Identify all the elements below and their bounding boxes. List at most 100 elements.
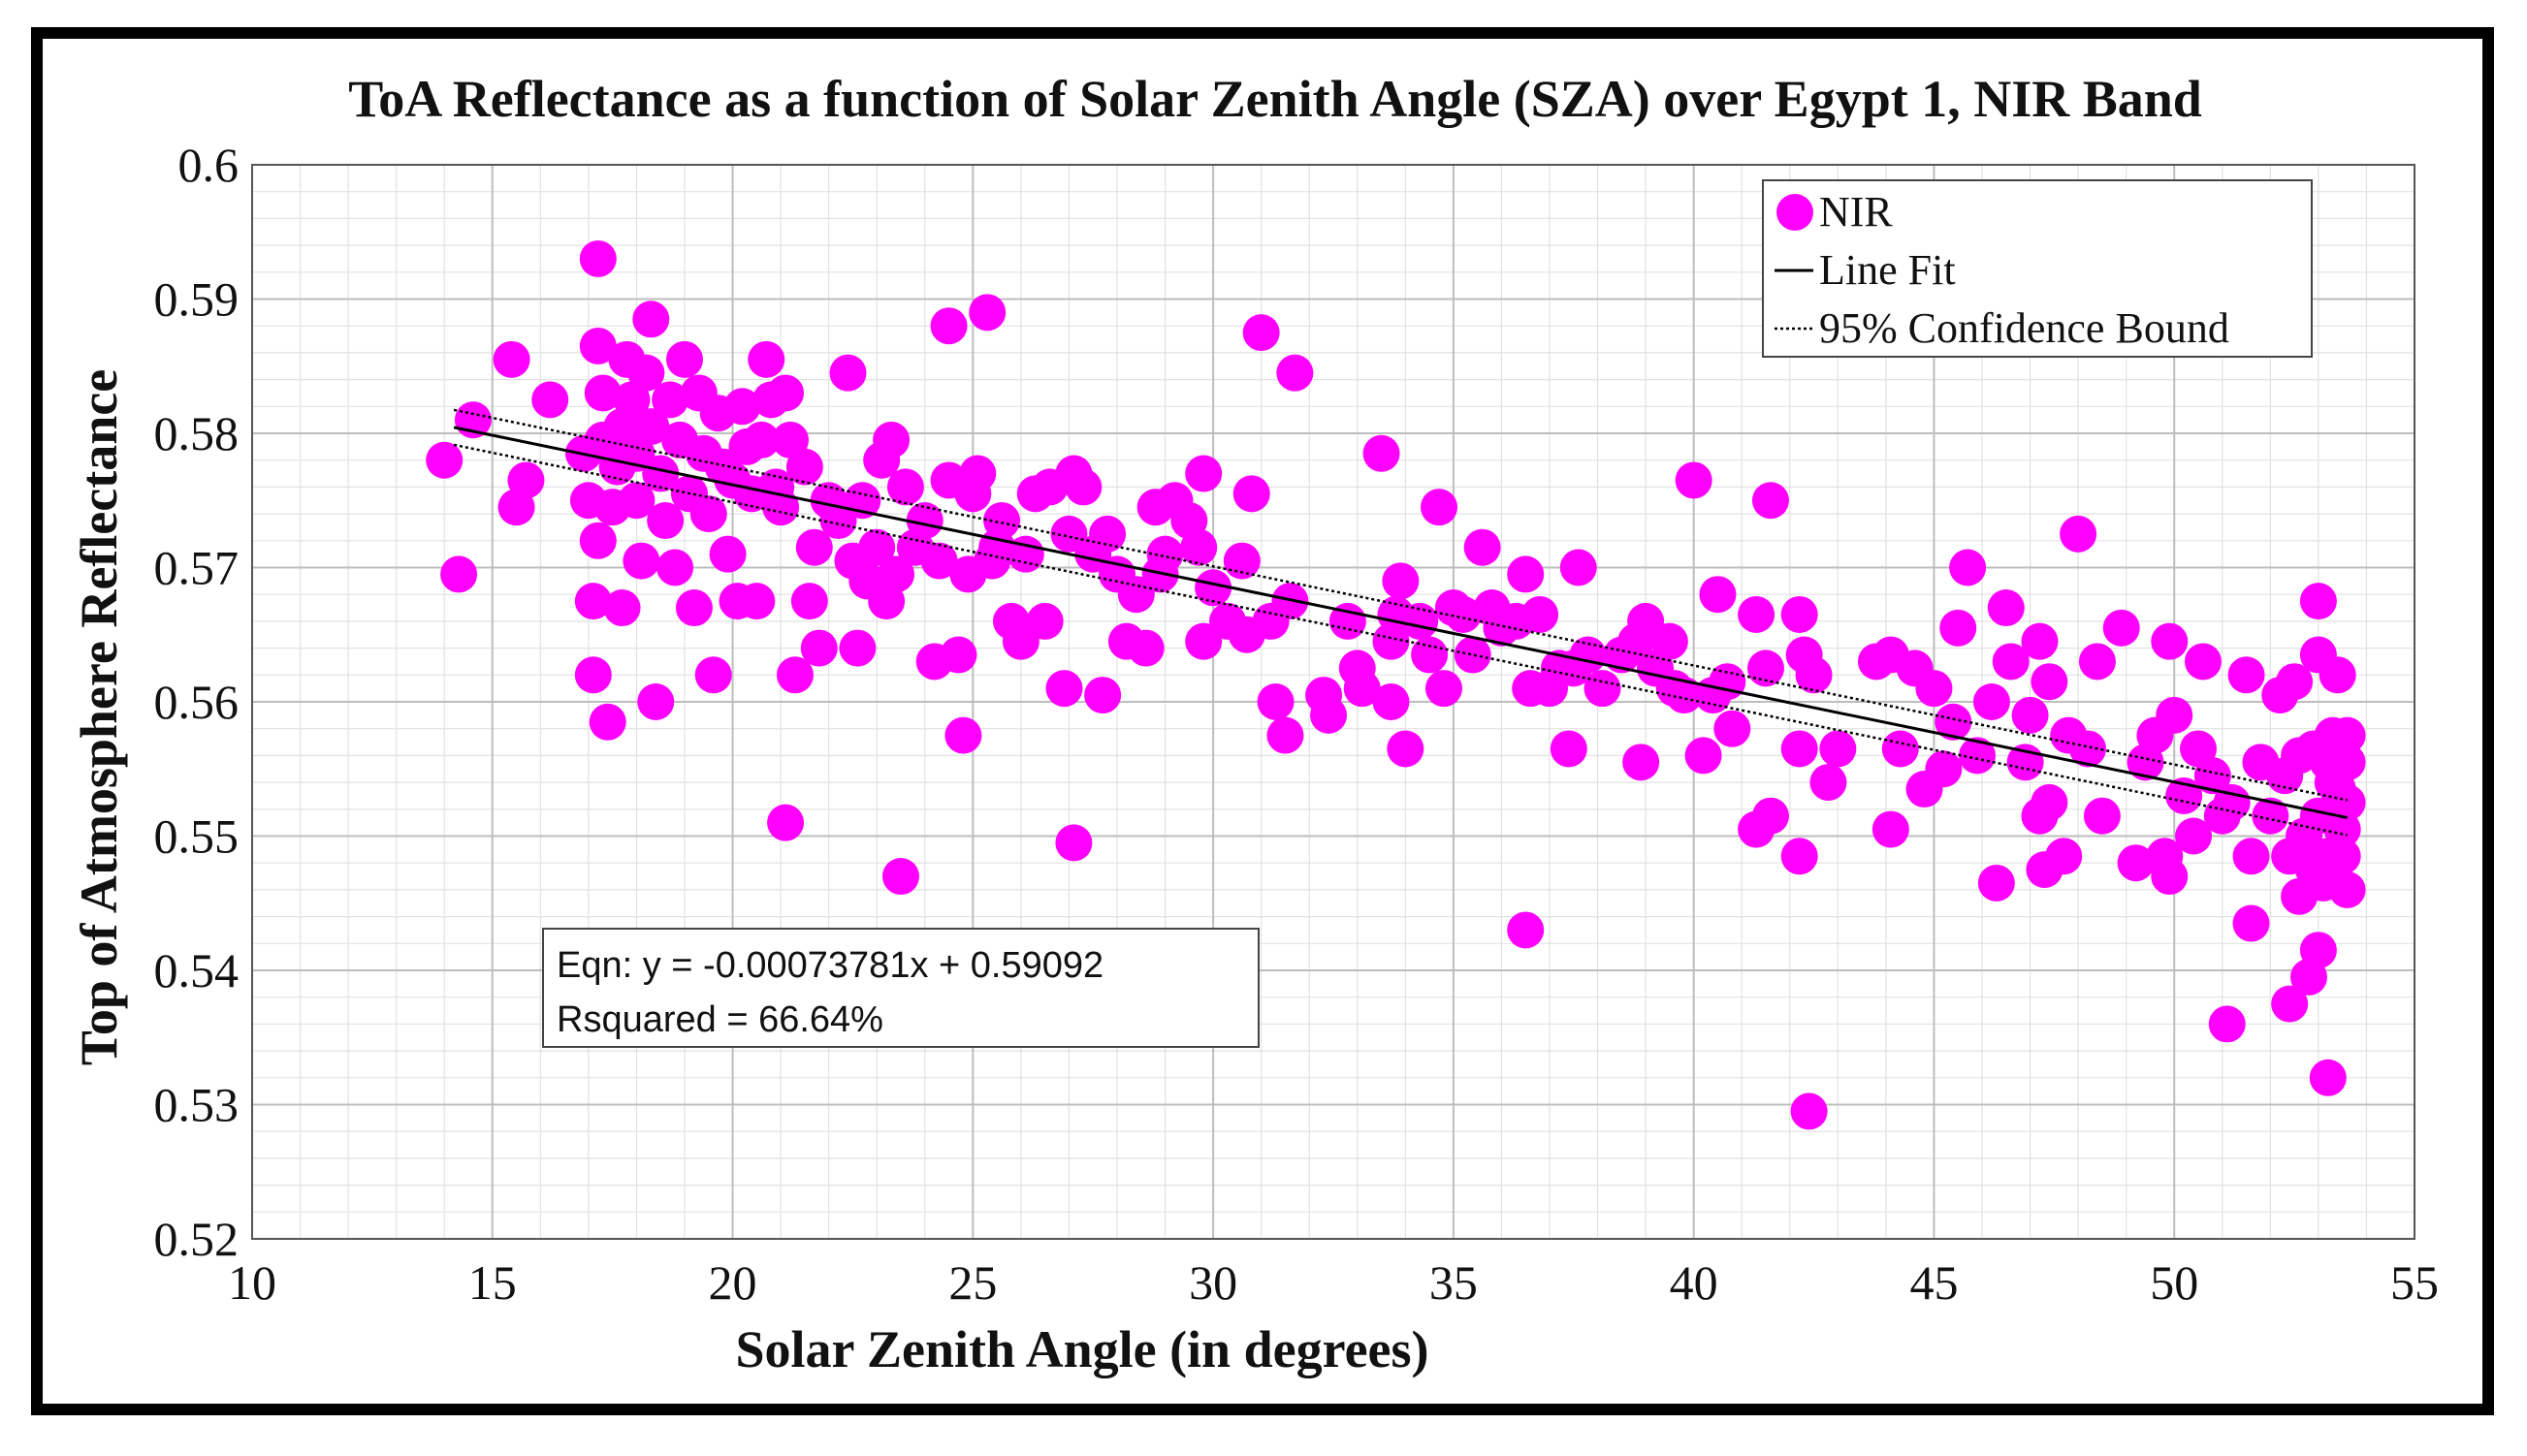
data-point bbox=[642, 455, 680, 492]
data-point bbox=[603, 589, 641, 627]
data-point bbox=[1007, 535, 1044, 573]
data-point bbox=[1065, 468, 1103, 506]
data-point bbox=[2060, 515, 2097, 553]
data-point bbox=[589, 703, 626, 741]
data-point bbox=[1699, 576, 1737, 614]
data-point bbox=[2083, 797, 2121, 835]
data-point bbox=[579, 522, 617, 559]
data-point bbox=[829, 354, 867, 392]
confidence-bound-line bbox=[453, 443, 2348, 837]
data-point bbox=[2271, 985, 2309, 1023]
data-point bbox=[1795, 656, 1833, 694]
data-point bbox=[2151, 858, 2189, 896]
data-point bbox=[574, 656, 612, 694]
data-point bbox=[2031, 783, 2068, 821]
confidence-bound-line bbox=[453, 408, 2348, 802]
data-point bbox=[627, 354, 665, 392]
data-point bbox=[1915, 670, 1953, 708]
x-tick-label: 25 bbox=[948, 1255, 997, 1310]
data-point bbox=[1521, 595, 1559, 633]
data-point bbox=[920, 542, 958, 580]
data-point bbox=[930, 307, 968, 345]
data-point bbox=[858, 528, 896, 566]
data-point bbox=[1780, 595, 1818, 633]
data-point bbox=[531, 381, 569, 419]
data-point bbox=[2021, 622, 2059, 660]
data-point bbox=[1809, 764, 1847, 802]
y-tick-label: 0.57 bbox=[154, 541, 240, 595]
data-point bbox=[1675, 461, 1712, 499]
x-tick-label: 30 bbox=[1189, 1255, 1237, 1310]
data-point bbox=[878, 555, 915, 593]
data-point bbox=[623, 542, 660, 580]
x-tick-label: 10 bbox=[228, 1255, 276, 1310]
data-point bbox=[1959, 737, 1997, 775]
data-point bbox=[1421, 489, 1458, 526]
data-point bbox=[738, 583, 776, 620]
data-point bbox=[2232, 904, 2270, 942]
data-point bbox=[1939, 609, 1977, 647]
data-point bbox=[1881, 730, 1919, 768]
data-point bbox=[618, 482, 656, 520]
x-tick-label: 35 bbox=[1429, 1255, 1478, 1310]
data-point bbox=[1424, 670, 1462, 708]
legend-nir-label: NIR bbox=[1819, 188, 1893, 236]
data-point bbox=[2031, 663, 2068, 701]
data-point bbox=[1463, 528, 1501, 566]
data-point bbox=[1650, 622, 1688, 660]
data-point bbox=[1780, 838, 1818, 875]
data-point bbox=[1819, 730, 1857, 768]
data-point bbox=[1387, 730, 1424, 768]
data-point bbox=[647, 502, 685, 540]
y-axis-label: Top of Atmosphere Reflectance bbox=[70, 369, 128, 1065]
data-point bbox=[1747, 649, 1784, 687]
rsquared-text: Rsquared = 66.64% bbox=[557, 999, 883, 1040]
data-point bbox=[1684, 737, 1722, 775]
data-point bbox=[2213, 783, 2251, 821]
data-point bbox=[1713, 710, 1751, 747]
data-point bbox=[743, 421, 781, 459]
y-tick-label: 0.53 bbox=[154, 1078, 240, 1132]
chart-title: ToA Reflectance as a function of Solar Z… bbox=[348, 70, 2202, 128]
axis-ticks: 10 15 20 25 30 35 40 45 50 55 0.52 0.53 0.54 0.55 0.56… bbox=[154, 138, 2440, 1310]
data-point bbox=[440, 555, 478, 593]
data-point bbox=[2299, 583, 2337, 620]
data-point bbox=[785, 448, 823, 486]
data-point bbox=[2208, 1005, 2246, 1043]
data-point bbox=[2227, 656, 2265, 694]
data-point bbox=[2011, 696, 2049, 734]
data-point bbox=[1382, 562, 1420, 600]
data-point bbox=[882, 858, 919, 896]
data-point bbox=[1195, 569, 1232, 607]
data-point bbox=[2328, 744, 2366, 781]
x-tick-label: 20 bbox=[709, 1255, 757, 1310]
data-point bbox=[1780, 730, 1818, 768]
data-point bbox=[2156, 696, 2193, 734]
data-point bbox=[666, 340, 703, 378]
data-point bbox=[1266, 716, 1304, 754]
data-point bbox=[709, 535, 747, 573]
data-point bbox=[1127, 629, 1165, 667]
legend-nir-marker bbox=[1776, 194, 1813, 231]
data-point bbox=[2175, 817, 2213, 855]
y-tick-label: 0.59 bbox=[154, 272, 240, 327]
equation-text: Eqn: y = -0.00073781x + 0.59092 bbox=[557, 945, 1104, 986]
data-point bbox=[776, 656, 814, 694]
data-point bbox=[2078, 643, 2116, 681]
data-point bbox=[2184, 643, 2222, 681]
data-point bbox=[2319, 656, 2356, 694]
data-point bbox=[1276, 354, 1314, 392]
data-point bbox=[2232, 838, 2270, 875]
data-point bbox=[1089, 515, 1127, 553]
data-point bbox=[1925, 750, 1963, 788]
data-point bbox=[2323, 838, 2361, 875]
data-point bbox=[574, 583, 612, 620]
fit-line bbox=[453, 426, 2348, 819]
data-point bbox=[723, 388, 761, 426]
data-point bbox=[2328, 783, 2366, 821]
data-point bbox=[656, 549, 694, 586]
data-point bbox=[1871, 810, 1909, 848]
y-tick-label: 0.58 bbox=[154, 406, 240, 460]
data-point bbox=[1987, 589, 2025, 627]
data-points bbox=[426, 239, 2366, 1130]
